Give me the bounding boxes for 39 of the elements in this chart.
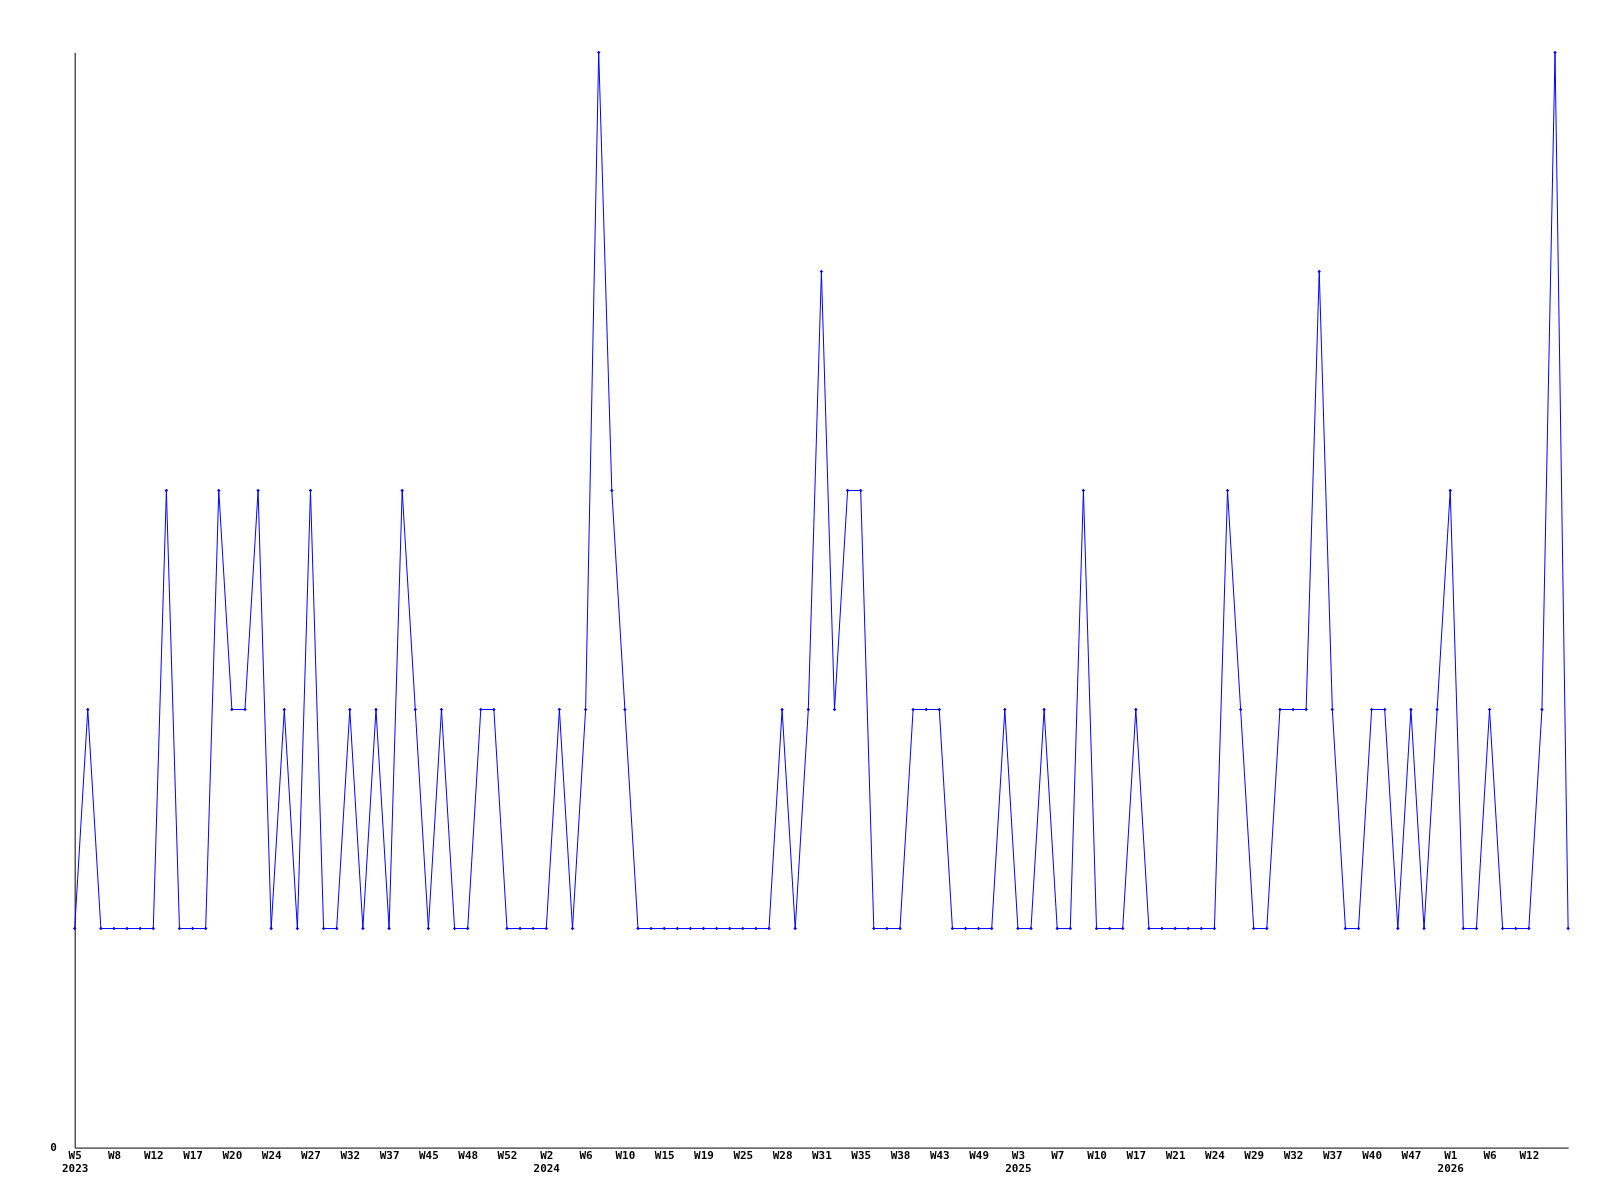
x-tick-label: W6 — [579, 1149, 593, 1163]
x-tick-label: W12 — [143, 1149, 164, 1163]
x-tick-label: W19 — [694, 1149, 714, 1163]
x-tick-label: W17 — [183, 1149, 203, 1163]
x-tick-label: W8 — [107, 1149, 122, 1163]
x-tick-label: W43 — [929, 1149, 950, 1163]
x-tick-label: W38 — [890, 1149, 911, 1163]
x-tick-label: W1 2026 — [1437, 1149, 1464, 1175]
x-tick-label: W47 — [1401, 1149, 1422, 1163]
x-tick-label: W29 — [1244, 1149, 1265, 1163]
x-tick-label: W35 — [851, 1149, 872, 1163]
x-tick-label: W12 — [1519, 1149, 1540, 1163]
x-tick-label: W3 2025 — [1005, 1149, 1032, 1175]
x-tick-label: W32 — [340, 1149, 361, 1163]
x-tick-label: W28 — [772, 1149, 793, 1163]
x-tick-label: W37 — [1322, 1149, 1343, 1163]
text: 0 — [50, 1140, 57, 1154]
x-tick-label: W27 — [301, 1149, 321, 1163]
x-tick-label: W2 2024 — [533, 1149, 561, 1175]
x-tick-label: W25 — [733, 1149, 754, 1163]
x-tick-label: W15 — [654, 1149, 675, 1163]
x-tick-label: W37 — [379, 1149, 400, 1163]
x-tick-label: W52 — [497, 1149, 518, 1163]
x-tick-label: W45 — [419, 1149, 439, 1163]
x-tick-label: W5 2023 — [62, 1149, 89, 1175]
x-tick-label: W31 — [812, 1149, 833, 1163]
x-tick-label: W49 — [969, 1149, 989, 1163]
x-tick-label: W6 — [1483, 1149, 1497, 1163]
x-tick-label: W17 — [1126, 1149, 1147, 1163]
x-tick-label: W21 — [1165, 1149, 1186, 1163]
x-tick-label: W40 — [1362, 1149, 1383, 1163]
x-tick-label: W20 — [222, 1149, 243, 1163]
x-tick-label: W24 — [1205, 1149, 1226, 1163]
x-tick-label: W48 — [458, 1149, 479, 1163]
x-tick-label: W7 — [1051, 1149, 1065, 1163]
x-tick-label: W24 — [261, 1149, 282, 1163]
x-tick-label: W32 — [1283, 1149, 1304, 1163]
x-tick-label: W10 — [615, 1149, 636, 1163]
x-tick-label: W10 — [1087, 1149, 1107, 1163]
